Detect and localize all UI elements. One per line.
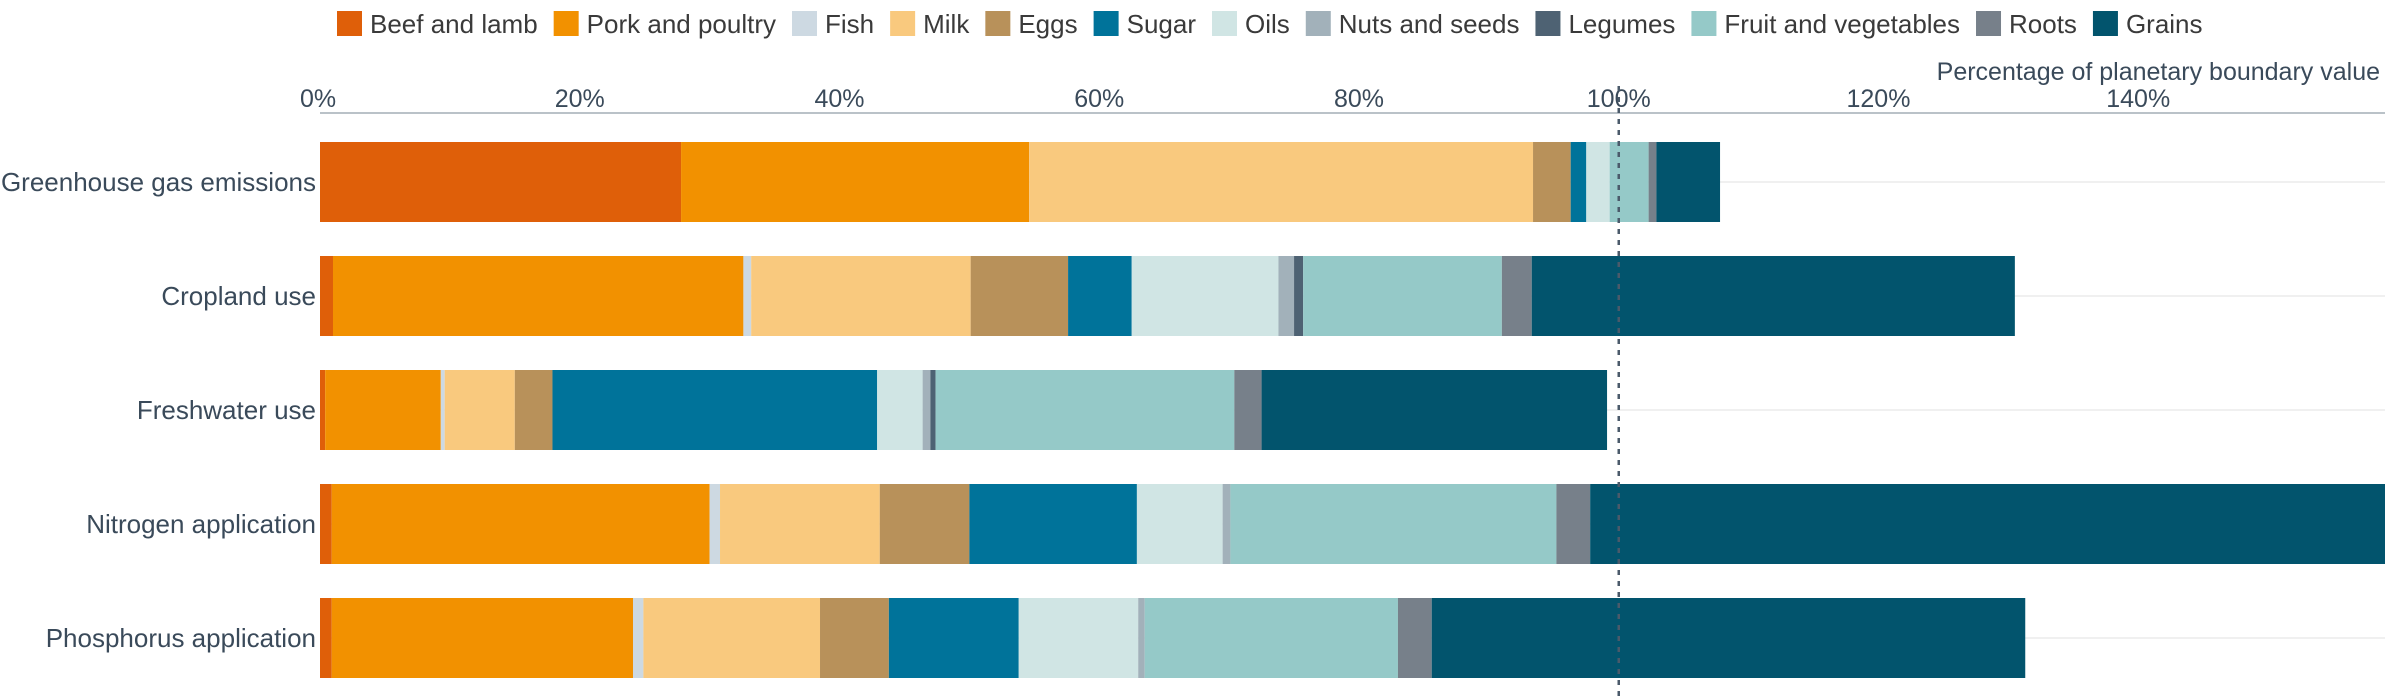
bar-segment-3-4 (879, 484, 970, 564)
bar-segment-0-11 (1656, 142, 1721, 222)
bar-segment-2-7 (922, 370, 931, 450)
bar-segment-3-10 (1556, 484, 1591, 564)
x-tick-label-1: 20% (555, 85, 605, 113)
bar-segment-2-11 (1261, 370, 1608, 450)
bar-segment-1-7 (1278, 256, 1295, 336)
bar-segment-0-6 (1586, 142, 1610, 222)
bar-segment-4-5 (888, 598, 1019, 678)
bar-segment-1-10 (1501, 256, 1532, 336)
bar-segment-4-7 (1138, 598, 1145, 678)
bar-segment-0-3 (1029, 142, 1534, 222)
bars (320, 142, 2385, 678)
bar-segment-2-8 (930, 370, 936, 450)
legend-label-2: Fish (825, 9, 874, 39)
legend-swatch-6 (1212, 11, 1237, 36)
category-label-1: Cropland use (161, 281, 316, 311)
legend-label-3: Milk (923, 9, 970, 39)
x-axis-title: Percentage of planetary boundary value (1937, 58, 2380, 86)
bar-segment-3-0 (320, 484, 332, 564)
legend-label-10: Roots (2009, 9, 2077, 39)
legend-label-8: Legumes (1568, 9, 1675, 39)
legend-swatch-0 (337, 11, 362, 36)
bar-segment-3-5 (969, 484, 1137, 564)
legend-swatch-9 (1691, 11, 1717, 36)
bar-segment-1-3 (751, 256, 971, 336)
bar-segment-2-2 (440, 370, 445, 450)
bar-segment-4-4 (820, 598, 889, 678)
legend: Beef and lamb Pork and poultry Fish Milk Egg… (337, 9, 2203, 39)
legend-label-6: Oils (1245, 9, 1290, 39)
legend-label-7: Nuts and seeds (1339, 9, 1520, 39)
x-tick-label-2: 40% (814, 85, 864, 113)
bar-segment-3-9 (1230, 484, 1557, 564)
x-axis-ticks: 0% 20% 40% 60% 80% 100% 120% 140% (300, 85, 2170, 113)
x-tick-label-4: 80% (1334, 85, 1384, 113)
bar-segment-2-0 (320, 370, 326, 450)
bar-segment-1-1 (332, 256, 744, 336)
legend-label-11: Grains (2126, 9, 2203, 39)
legend-swatch-11 (2092, 11, 2118, 36)
bar-segment-0-10 (1648, 142, 1657, 222)
bar-segment-2-10 (1234, 370, 1262, 450)
bar-segment-1-4 (970, 256, 1069, 336)
bar-segment-0-1 (681, 142, 1030, 222)
bar-segment-2-9 (935, 370, 1235, 450)
legend-label-0: Beef and lamb (370, 9, 538, 39)
bar-segment-4-9 (1144, 598, 1398, 678)
legend-swatch-7 (1305, 11, 1331, 36)
bar-segment-4-1 (331, 598, 633, 678)
bar-segment-2-6 (877, 370, 923, 450)
legend-label-5: Sugar (1127, 9, 1197, 39)
category-labels: Greenhouse gas emissions Cropland use Fres… (1, 167, 316, 653)
bar-segment-2-4 (514, 370, 553, 450)
legend-swatch-1 (553, 11, 579, 36)
bar-segment-3-7 (1222, 484, 1231, 564)
x-tick-label-0: 0% (300, 85, 336, 113)
bar-segment-3-11 (1590, 484, 2385, 564)
bar-segment-4-11 (1431, 598, 2026, 678)
x-tick-label-7: 140% (2106, 85, 2170, 113)
legend-swatch-5 (1093, 11, 1119, 36)
bar-segment-1-8 (1294, 256, 1304, 336)
bar-segment-1-0 (320, 256, 333, 336)
category-label-2: Freshwater use (137, 395, 316, 425)
x-tick-label-3: 60% (1074, 85, 1124, 113)
bar-segment-4-2 (632, 598, 644, 678)
bar-segment-2-1 (325, 370, 441, 450)
bar-segment-4-0 (320, 598, 332, 678)
bar-segment-3-2 (709, 484, 721, 564)
legend-swatch-4 (985, 11, 1011, 36)
bar-segment-0-0 (320, 142, 682, 222)
legend-swatch-2 (792, 11, 817, 36)
bar-segment-1-9 (1303, 256, 1502, 336)
bar-segment-1-5 (1068, 256, 1132, 336)
category-label-0: Greenhouse gas emissions (1, 167, 316, 197)
category-label-3: Nitrogen application (86, 509, 316, 539)
bar-segment-2-3 (444, 370, 515, 450)
bar-segment-4-3 (643, 598, 821, 678)
legend-swatch-3 (890, 11, 916, 36)
bar-segment-0-5 (1570, 142, 1587, 222)
bar-segment-0-9 (1609, 142, 1649, 222)
bar-segment-1-11 (1531, 256, 2015, 336)
legend-swatch-8 (1535, 11, 1561, 36)
bar-segment-2-5 (552, 370, 878, 450)
x-tick-label-6: 120% (1847, 85, 1911, 113)
bar-segment-3-6 (1136, 484, 1223, 564)
bar-segment-3-1 (331, 484, 710, 564)
bar-segment-1-2 (743, 256, 752, 336)
legend-swatch-10 (1976, 11, 2002, 36)
bar-segment-1-6 (1131, 256, 1279, 336)
legend-label-1: Pork and poultry (587, 9, 776, 39)
category-label-4: Phosphorus application (46, 623, 316, 653)
bar-segment-4-6 (1018, 598, 1139, 678)
legend-label-9: Fruit and vegetables (1724, 9, 1960, 39)
bar-segment-0-4 (1533, 142, 1571, 222)
bar-segment-3-3 (720, 484, 880, 564)
legend-label-4: Eggs (1018, 9, 1077, 39)
bar-segment-4-10 (1397, 598, 1432, 678)
